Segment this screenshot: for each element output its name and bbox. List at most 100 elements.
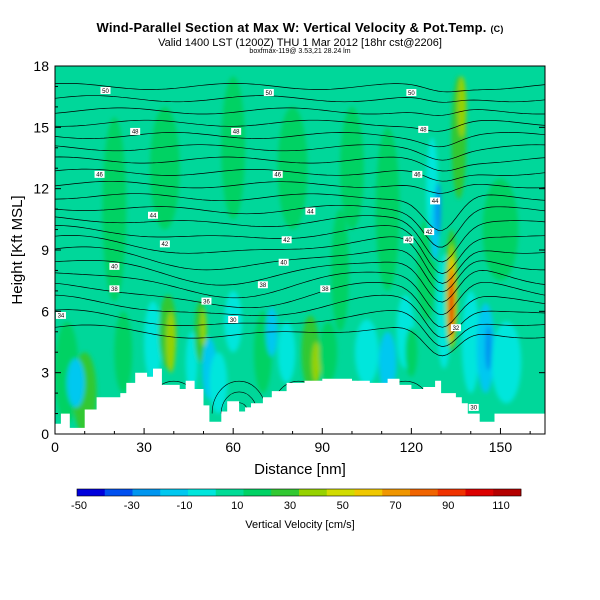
isentrope-label-bg	[228, 316, 239, 324]
isentrope-label-bg	[272, 170, 283, 178]
isentrope-line	[55, 246, 545, 293]
isentrope-label: 50	[265, 91, 272, 97]
colorbar-tick-label: 110	[492, 500, 510, 512]
colorbar-swatch	[160, 489, 189, 496]
colorbar-tick-label: -10	[177, 500, 193, 512]
y-tick-label: 15	[33, 119, 49, 135]
isentrope-label: 30	[230, 318, 237, 324]
chart-subtitle-small: boxfmax-119@ 3.53,21 28.24 lm	[249, 48, 351, 55]
isentrope-line	[55, 193, 545, 231]
velocity-cell	[331, 209, 349, 332]
isentrope-label: 50	[102, 89, 109, 95]
isentrope-label: 40	[280, 261, 287, 267]
velocity-cell	[144, 301, 162, 383]
isentrope-label-bg	[148, 211, 158, 219]
colorbar-tick-label: 50	[337, 500, 349, 512]
chart-title: Wind-Parallel Section at Max W: Vertical…	[96, 20, 504, 35]
isentrope-label-bg	[468, 403, 479, 411]
colorbar-swatch	[382, 489, 411, 496]
isentrope-label: 38	[260, 283, 267, 289]
colorbar-tick-label: 10	[231, 500, 243, 512]
isentrope-line	[55, 95, 545, 103]
isentrope-label: 40	[405, 238, 412, 244]
isentrope-line	[55, 144, 545, 161]
isentrope-label-bg	[424, 228, 435, 236]
isentrope-label: 46	[414, 173, 421, 179]
colorbar-swatch	[326, 489, 355, 496]
isentrope-label-bg	[406, 89, 417, 97]
colorbar-swatch	[188, 489, 217, 496]
velocity-cell	[485, 325, 493, 371]
colorbar-frame	[76, 488, 522, 497]
colorbar-swatch	[215, 489, 244, 496]
isentrope-label-bg	[320, 285, 331, 293]
isentrope-label: 34	[58, 314, 65, 320]
chart-title-suffix: (C)	[490, 24, 504, 34]
velocity-cell	[114, 311, 133, 394]
velocity-cell	[461, 290, 480, 394]
x-axis-label: Distance [nm]	[254, 461, 346, 478]
colorbar-tick-label: 70	[389, 500, 401, 512]
velocity-cell	[435, 182, 442, 236]
velocity-cell	[66, 358, 85, 408]
isentrope-label: 38	[111, 287, 118, 293]
isentrope-label-bg	[403, 236, 414, 244]
isentrope-label-bg	[263, 89, 274, 97]
isentrope-line	[55, 235, 545, 284]
isentrope-label-bg	[430, 197, 441, 205]
colorbar-tick-label: -30	[124, 500, 140, 512]
velocity-cell	[417, 219, 436, 322]
y-tick-label: 6	[41, 303, 49, 319]
isentrope-label: 30	[470, 406, 477, 412]
isentrope-label-bg	[418, 125, 429, 133]
isentrope-label: 48	[420, 128, 427, 134]
colorbar-swatch	[410, 489, 439, 496]
colorbar-tick-label: 30	[284, 500, 296, 512]
colorbar-swatch	[465, 489, 494, 496]
plot-area: 50 50 50 48 48 48 46 46 46 44 44 44 42 42 42 40 40 40 38 38…	[54, 65, 546, 435]
terrain-profile	[55, 368, 545, 434]
isentrope-line	[55, 282, 545, 328]
colorbar-swatch	[104, 489, 133, 496]
terrain	[55, 368, 545, 434]
isentrope-line	[55, 107, 545, 116]
isentrope-label: 42	[162, 242, 169, 248]
velocity-cell	[457, 76, 467, 138]
x-axis: 0 30 60 90 120 150	[51, 428, 531, 455]
isentrope-line	[55, 156, 545, 172]
velocity-cell	[166, 311, 176, 373]
velocity-cell	[354, 319, 379, 385]
isentrope-label-bg	[231, 127, 242, 135]
x-tick-label: 150	[489, 439, 513, 455]
y-tick-label: 9	[41, 242, 49, 258]
velocity-cell	[378, 331, 397, 394]
colorbar-swatch	[299, 489, 328, 496]
isentrope-line	[55, 132, 545, 148]
colorbar-label: Vertical Velocity [cm/s]	[245, 519, 354, 531]
isentrope-line	[55, 215, 545, 263]
colorbar-swatch	[493, 489, 522, 496]
isentrope-label-bg	[55, 311, 66, 319]
isentrope-label-bg	[130, 127, 141, 135]
isentrope-label: 46	[274, 173, 281, 179]
velocity-cell	[200, 309, 207, 347]
isentrope-line	[55, 324, 545, 357]
colorbar-swatch	[437, 489, 466, 496]
isentrope-label: 46	[96, 173, 103, 179]
velocity-cell	[150, 106, 180, 230]
isentrope-label-bg	[257, 281, 268, 289]
isentrope-line	[55, 260, 545, 303]
isentrope-line	[55, 294, 545, 339]
isentrope-labels: 50 50 50 48 48 48 46 46 46 44 44 44 42 42 42 40 40 40 38 38…	[55, 87, 479, 412]
velocity-cell	[185, 331, 198, 394]
isentrope-line	[55, 83, 545, 93]
isentrope-label: 40	[111, 265, 118, 271]
x-tick-label: 90	[314, 439, 330, 455]
velocity-cell	[277, 106, 308, 230]
isentrope-label-bg	[201, 297, 212, 305]
x-tick-label: 120	[400, 439, 424, 455]
isentrope-label-bg	[281, 236, 292, 244]
isentrope-label: 44	[432, 199, 439, 205]
